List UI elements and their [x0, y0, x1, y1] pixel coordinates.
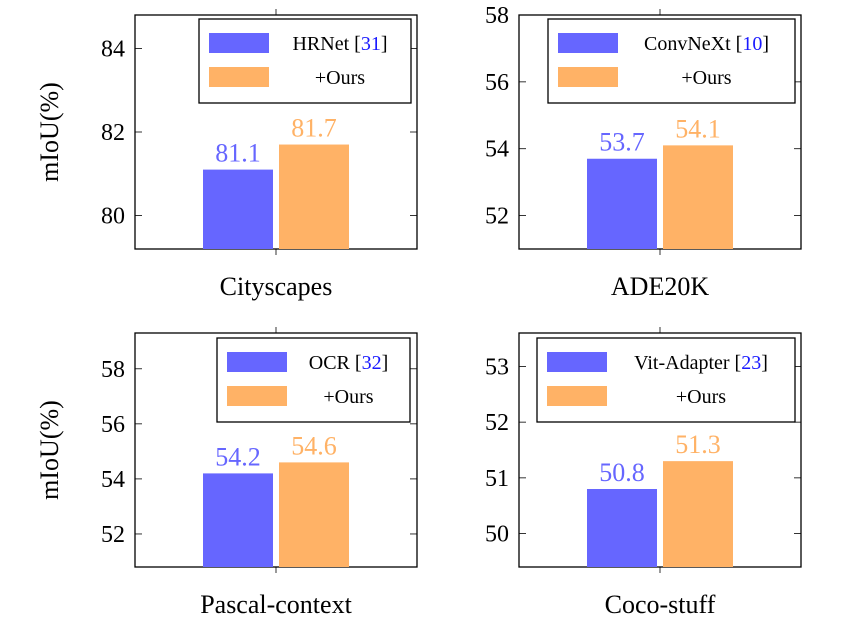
legend-entry: OCR [32]	[309, 352, 388, 374]
chart-panel: 80 82 84 81.1 81.7 Cityscapes mIoU(%) HRNet [31…	[35, 9, 418, 301]
legend: ConvNeXt [10] +Ours	[547, 18, 796, 104]
legend-box	[216, 337, 411, 423]
y-tick-label: 51	[485, 466, 509, 492]
y-tick-label: 58	[485, 3, 509, 29]
legend-entry-name: +Ours	[676, 386, 726, 408]
legend: Vit-Adapter [23] +Ours	[536, 337, 796, 423]
data-label: 54.1	[675, 114, 721, 143]
legend-swatch	[558, 67, 618, 87]
legend-citation: ]	[382, 352, 389, 374]
legend-entry: +Ours	[676, 386, 726, 408]
x-category-label: Cityscapes	[220, 272, 333, 301]
bar-ours	[279, 144, 349, 249]
legend-entry: ConvNeXt [10]	[644, 33, 769, 55]
data-label: 54.2	[215, 442, 261, 471]
y-tick-label: 52	[485, 410, 509, 436]
data-label: 81.7	[291, 114, 337, 143]
legend-citation: ]	[761, 352, 768, 374]
chart-panel: 52 54 56 58 54.2 54.6 Pascal-context mIoU(%) OCR…	[35, 327, 418, 619]
legend-entry-name: +Ours	[315, 67, 365, 89]
legend-entry-name: +Ours	[681, 67, 731, 89]
legend-box	[198, 18, 412, 104]
y-tick-label: 52	[485, 204, 509, 230]
bar-ours	[663, 145, 733, 249]
legend-entry-name: Vit-Adapter	[634, 352, 730, 374]
legend: HRNet [31] +Ours	[198, 18, 412, 104]
legend-citation: ]	[762, 33, 769, 55]
legend-swatch	[558, 33, 618, 53]
legend-swatch	[547, 386, 607, 406]
legend-citation-number: 31	[361, 33, 381, 55]
legend-entry: +Ours	[323, 386, 373, 408]
bar-ours	[663, 461, 733, 567]
y-tick-label: 50	[485, 522, 509, 548]
data-label: 51.3	[675, 430, 721, 459]
legend-box	[547, 18, 796, 104]
legend-entry: +Ours	[315, 67, 365, 89]
x-category-label: Coco-stuff	[605, 590, 716, 619]
y-axis-label: mIoU(%)	[35, 82, 64, 182]
y-tick-label: 53	[485, 354, 509, 380]
data-label: 54.6	[291, 431, 337, 460]
legend-entry: HRNet [31]	[292, 33, 387, 55]
bar-baseline	[203, 169, 273, 249]
y-tick-label: 80	[101, 204, 125, 230]
y-tick-label: 56	[485, 70, 509, 96]
legend-entry-name: ConvNeXt	[644, 33, 731, 55]
y-tick-label: 84	[101, 36, 125, 62]
legend: OCR [32] +Ours	[216, 337, 411, 423]
y-tick-label: 58	[101, 357, 125, 383]
y-tick-label: 54	[101, 467, 125, 493]
legend-citation-number: 23	[741, 352, 761, 374]
legend-citation-number: 10	[742, 33, 762, 55]
legend-entry-name: +Ours	[323, 386, 373, 408]
legend-swatch	[227, 352, 287, 372]
legend-entry-name: HRNet	[292, 33, 349, 55]
legend-entry-name: OCR	[309, 352, 351, 374]
legend-swatch	[209, 67, 269, 87]
legend-box	[536, 337, 796, 423]
legend-citation: [	[730, 352, 742, 374]
y-tick-label: 82	[101, 120, 125, 146]
legend-citation-number: 32	[362, 352, 382, 374]
y-tick-label: 54	[485, 137, 509, 163]
legend-citation: [	[731, 33, 743, 55]
bar-baseline	[203, 473, 273, 567]
chart-panel: 50 51 52 53 50.8 51.3 Coco-stuff Vit-Adapter [2…	[485, 327, 802, 619]
bar-baseline	[587, 158, 657, 249]
legend-citation: ]	[381, 33, 388, 55]
legend-citation: [	[349, 33, 361, 55]
legend-swatch	[547, 352, 607, 372]
legend-entry: +Ours	[681, 67, 731, 89]
bar-baseline	[587, 489, 657, 567]
legend-swatch	[227, 386, 287, 406]
y-tick-label: 56	[101, 412, 125, 438]
y-axis-label: mIoU(%)	[35, 400, 64, 500]
x-category-label: Pascal-context	[200, 590, 352, 619]
legend-entry: Vit-Adapter [23]	[634, 352, 768, 374]
legend-citation: [	[350, 352, 362, 374]
bar-ours	[279, 462, 349, 567]
legend-swatch	[209, 33, 269, 53]
y-tick-label: 52	[101, 522, 125, 548]
x-category-label: ADE20K	[611, 272, 709, 301]
data-label: 53.7	[599, 128, 645, 157]
chart-panel: 52 54 56 58 53.7 54.1 ADE20K ConvNeXt [10] +Ours	[485, 3, 802, 301]
data-label: 50.8	[599, 458, 645, 487]
data-label: 81.1	[215, 139, 261, 168]
